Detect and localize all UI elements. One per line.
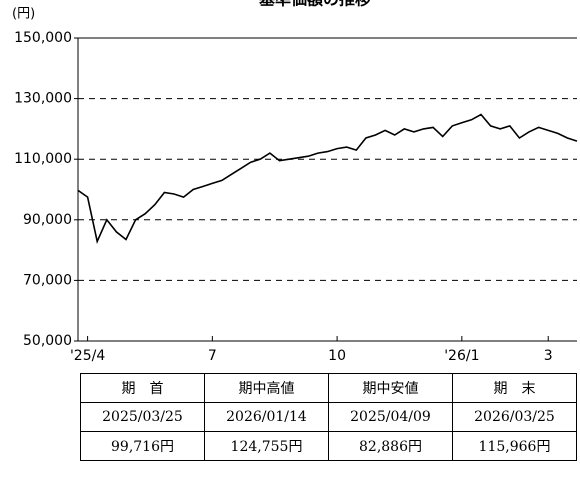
y-tick-label: 130,000 — [14, 91, 72, 107]
table-cell: 期中安値 — [328, 373, 453, 403]
table-row: 期 首期中高値 期中安値期 末 — [80, 373, 577, 403]
table-cell: 115,966円 — [452, 431, 577, 461]
table-cell: 2025/03/25 — [80, 402, 205, 432]
y-tick-label: 150,000 — [14, 30, 72, 46]
x-tick-label: 10 — [328, 348, 346, 364]
table-cell: 2025/04/09 — [328, 402, 453, 432]
table-cell: 期 末 — [452, 373, 577, 403]
table-cell: 期 首 — [80, 373, 205, 403]
y-tick-label: 70,000 — [23, 272, 72, 288]
y-tick-label: 90,000 — [23, 212, 72, 228]
x-tick-label: '26/1 — [444, 348, 479, 364]
summary-table: 期 首期中高値 期中安値期 末 2025/03/25 2026/01/14 2025/0… — [80, 373, 577, 461]
table-cell: 2026/03/25 — [452, 402, 577, 432]
chart-title: 基準価額の推移 — [258, 0, 371, 9]
table-row: 2025/03/25 2026/01/14 2025/04/09 2026/03/25 — [80, 402, 577, 432]
table-cell: 99,716円 — [80, 431, 205, 461]
table-cell: 82,886円 — [328, 431, 453, 461]
table-cell: 期中高値 — [204, 373, 329, 403]
price-line — [77, 113, 578, 244]
x-tick-label: '25/4 — [70, 348, 105, 364]
table-row: 99,716円 124,755円 82,886円 115,966円 — [80, 431, 577, 461]
chart: 基準価額の推移 (円) 50,000 70,000 90,000 110,000 130… — [12, 0, 578, 364]
table-cell: 2026/01/14 — [204, 402, 329, 432]
y-tick-label: 110,000 — [14, 151, 72, 167]
y-tick-label: 50,000 — [23, 333, 72, 349]
x-tick-label: 7 — [208, 348, 217, 364]
x-tick-label: 3 — [544, 348, 553, 364]
y-unit: (円) — [12, 7, 35, 22]
table-cell: 124,755円 — [204, 431, 329, 461]
